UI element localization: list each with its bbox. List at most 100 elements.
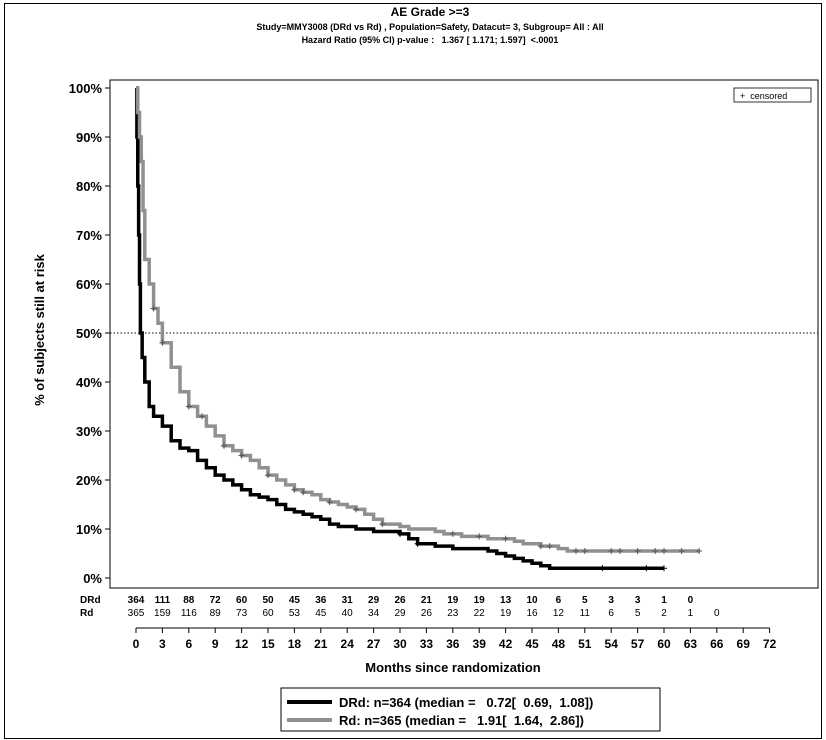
censor-mark-drd: [643, 565, 650, 572]
censor-mark-rd: [661, 548, 667, 555]
y-tick-label: 50%: [76, 326, 102, 341]
risk-count-rd: 34: [368, 608, 380, 619]
censor-mark-rd: [581, 548, 588, 555]
x-tick-label: 51: [578, 637, 592, 651]
plot-area: [109, 79, 819, 589]
y-tick-label: 90%: [76, 130, 102, 145]
risk-count-drd: 21: [421, 595, 433, 606]
survival-curves: [135, 86, 700, 570]
x-tick-label: 54: [605, 637, 619, 651]
risk-count-rd: 22: [474, 608, 486, 619]
censor-mark-rd: [617, 548, 623, 555]
x-tick-label: 0: [133, 637, 140, 651]
censor-mark-drd: [414, 540, 421, 547]
risk-count-rd: 16: [526, 608, 538, 619]
censor-mark-rd: [238, 452, 245, 459]
censor-mark-rd: [608, 548, 615, 555]
x-tick-label: 69: [737, 637, 751, 651]
censor-mark-rd: [678, 548, 685, 555]
x-axis-label: Months since randomization: [365, 660, 541, 675]
risk-count-drd: 31: [342, 595, 354, 606]
x-tick-label: 60: [657, 637, 671, 651]
x-tick-label: 27: [367, 637, 381, 651]
x-tick-label: 3: [159, 637, 166, 651]
censor-mark-rd: [221, 442, 227, 449]
y-tick-label: 30%: [76, 424, 102, 439]
risk-count-drd: 19: [474, 595, 486, 606]
censor-mark-rd: [634, 548, 641, 555]
risk-count-drd: 1: [661, 595, 667, 606]
y-tick-label: 40%: [76, 375, 102, 390]
censor-mark-rd: [546, 543, 553, 550]
censor-mark-rd: [199, 413, 205, 420]
risk-count-rd: 60: [262, 608, 274, 619]
censor-mark-rd: [449, 530, 456, 537]
legend-box: [280, 687, 661, 732]
censor-marks: [150, 305, 703, 572]
risk-count-rd: 0: [714, 608, 720, 619]
x-tick-label: 12: [235, 637, 249, 651]
y-tick-label: 80%: [76, 179, 102, 194]
legend-entry-rd: Rd: n=365 (median = 1.91[ 1.64, 2.86]): [339, 713, 584, 728]
censor-mark-rd: [502, 535, 509, 542]
y-tick-label: 100%: [69, 81, 103, 96]
x-tick-label: 6: [185, 637, 192, 651]
censor-mark-rd: [379, 521, 386, 528]
risk-count-drd: 36: [315, 595, 327, 606]
x-tick-label: 18: [288, 637, 302, 651]
risk-count-drd: 5: [582, 595, 588, 606]
risk-count-drd: 29: [368, 595, 380, 606]
risk-count-rd: 45: [315, 608, 327, 619]
risk-count-drd: 60: [236, 595, 248, 606]
risk-count-drd: 19: [447, 595, 459, 606]
x-tick-label: 63: [684, 637, 698, 651]
chart-title: AE Grade >=3: [391, 5, 470, 19]
x-tick-label: 57: [631, 637, 645, 651]
x-tick-label: 66: [710, 637, 724, 651]
censor-mark-drd: [599, 565, 606, 572]
risk-count-drd: 10: [526, 595, 538, 606]
risk-count-drd: 111: [155, 595, 171, 606]
y-tick-label: 10%: [76, 522, 102, 537]
risk-count-rd: 40: [342, 608, 354, 619]
legend: DRd: n=364 (median = 0.72[ 0.69, 1.08]) …: [280, 687, 661, 732]
censor-legend-text: + censored: [740, 91, 787, 101]
risk-count-rd: 26: [421, 608, 433, 619]
censor-legend: + censored: [733, 87, 812, 103]
censor-mark-rd: [353, 506, 359, 513]
risk-count-drd: 364: [128, 595, 145, 606]
risk-count-rd: 11: [580, 608, 591, 619]
x-tick-label: 24: [341, 637, 355, 651]
risk-count-drd: 26: [394, 595, 406, 606]
x-tick-label: 45: [525, 637, 539, 651]
risk-count-drd: 50: [262, 595, 274, 606]
risk-count-rd: 73: [236, 608, 248, 619]
x-tick-label: 30: [393, 637, 407, 651]
x-tick-label: 42: [499, 637, 513, 651]
risk-count-rd: 6: [608, 608, 614, 619]
y-tick-label: 20%: [76, 473, 102, 488]
x-tick-label: 36: [446, 637, 460, 651]
censor-mark-rd: [476, 533, 483, 540]
risk-count-rd: 1: [688, 608, 694, 619]
censor-mark-rd: [696, 548, 703, 555]
risk-row-label: Rd: [80, 608, 93, 619]
risk-count-drd: 0: [688, 595, 694, 606]
censor-mark-rd: [159, 339, 166, 346]
x-tick-label: 21: [314, 637, 328, 651]
risk-count-rd: 12: [553, 608, 565, 619]
x-tick-label: 15: [261, 637, 275, 651]
censor-mark-drd: [661, 565, 667, 572]
censor-mark-rd: [150, 305, 157, 312]
legend-entry-drd: DRd: n=364 (median = 0.72[ 0.69, 1.08]): [339, 695, 593, 710]
y-tick-label: 0%: [83, 571, 102, 586]
risk-count-rd: 2: [661, 608, 667, 619]
risk-count-rd: 29: [394, 608, 406, 619]
risk-count-rd: 365: [128, 608, 145, 619]
censor-mark-rd: [326, 499, 333, 506]
risk-count-rd: 5: [635, 608, 641, 619]
risk-count-rd: 23: [447, 608, 459, 619]
risk-count-rd: 159: [154, 608, 171, 619]
